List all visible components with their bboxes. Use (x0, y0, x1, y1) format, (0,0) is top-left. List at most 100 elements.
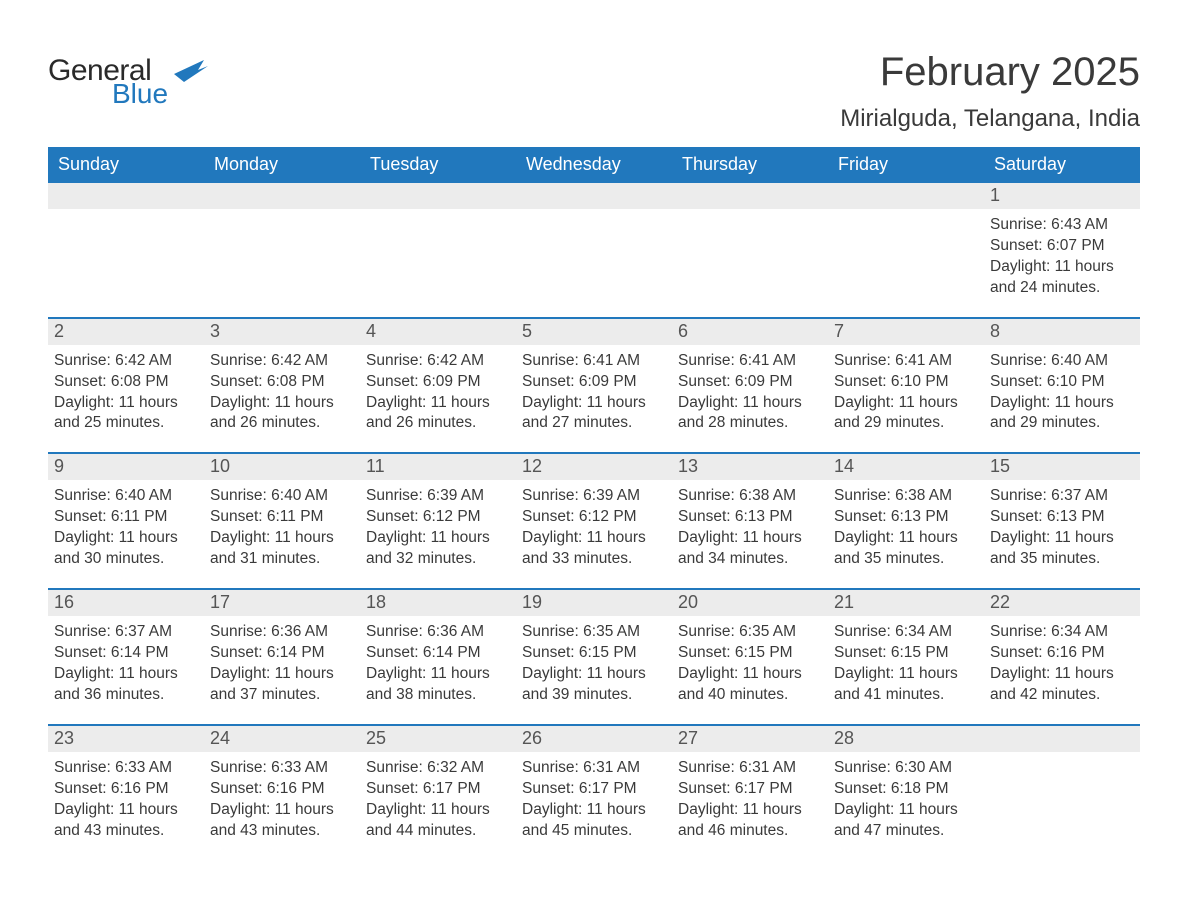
day-body: Sunrise: 6:33 AMSunset: 6:16 PMDaylight:… (54, 758, 198, 842)
daylight-line: Daylight: 11 hours and 47 minutes. (834, 800, 978, 842)
day-body: Sunrise: 6:41 AMSunset: 6:10 PMDaylight:… (834, 351, 978, 435)
day-body: Sunrise: 6:42 AMSunset: 6:08 PMDaylight:… (54, 351, 198, 435)
day-body: Sunrise: 6:34 AMSunset: 6:16 PMDaylight:… (990, 622, 1134, 706)
day-cell: 27Sunrise: 6:31 AMSunset: 6:17 PMDayligh… (672, 726, 828, 842)
day-body: Sunrise: 6:42 AMSunset: 6:08 PMDaylight:… (210, 351, 354, 435)
sunset-line: Sunset: 6:10 PM (834, 372, 978, 393)
sunrise-line: Sunrise: 6:38 AM (678, 486, 822, 507)
day-cell (516, 183, 672, 299)
day-cell: 22Sunrise: 6:34 AMSunset: 6:16 PMDayligh… (984, 590, 1140, 706)
day-cell: 3 Sunrise: 6:42 AMSunset: 6:08 PMDaylight… (204, 319, 360, 435)
day-number: 25 (360, 726, 516, 752)
day-cell: 4Sunrise: 6:42 AMSunset: 6:09 PMDaylight… (360, 319, 516, 435)
month-title: February 2025 (840, 50, 1140, 95)
day-body: Sunrise: 6:41 AMSunset: 6:09 PMDaylight:… (522, 351, 666, 435)
day-cell: 15 Sunrise: 6:37 AMSunset: 6:13 PMDayligh… (984, 454, 1140, 570)
daylight-line: Daylight: 11 hours and 27 minutes. (522, 393, 666, 435)
day-body: Sunrise: 6:31 AMSunset: 6:17 PMDaylight:… (678, 758, 822, 842)
day-number: 17 (204, 590, 360, 616)
sunset-line: Sunset: 6:15 PM (834, 643, 978, 664)
daylight-line: Daylight: 11 hours and 41 minutes. (834, 664, 978, 706)
daylight-line: Daylight: 11 hours and 44 minutes. (366, 800, 510, 842)
sunrise-line: Sunrise: 6:37 AM (54, 622, 198, 643)
sunset-line: Sunset: 6:11 PM (210, 507, 354, 528)
daylight-line: Daylight: 11 hours and 33 minutes. (522, 528, 666, 570)
sunset-line: Sunset: 6:13 PM (990, 507, 1134, 528)
daylight-line: Daylight: 11 hours and 32 minutes. (366, 528, 510, 570)
day-body: Sunrise: 6:43 AMSunset: 6:07 PMDaylight:… (990, 215, 1134, 299)
day-body: Sunrise: 6:34 AMSunset: 6:15 PMDaylight:… (834, 622, 978, 706)
dow-cell: Monday (204, 147, 360, 183)
sunrise-line: Sunrise: 6:33 AM (210, 758, 354, 779)
day-cell: 14Sunrise: 6:38 AMSunset: 6:13 PMDayligh… (828, 454, 984, 570)
sunrise-line: Sunrise: 6:35 AM (678, 622, 822, 643)
day-number: 7 (828, 319, 984, 345)
day-number: 6 (672, 319, 828, 345)
daylight-line: Daylight: 11 hours and 25 minutes. (54, 393, 198, 435)
sunset-line: Sunset: 6:09 PM (366, 372, 510, 393)
dow-cell: Wednesday (516, 147, 672, 183)
day-cell: 2Sunrise: 6:42 AMSunset: 6:08 PMDaylight… (48, 319, 204, 435)
sunrise-line: Sunrise: 6:30 AM (834, 758, 978, 779)
sunrise-line: Sunrise: 6:40 AM (990, 351, 1134, 372)
day-number: 18 (360, 590, 516, 616)
dow-cell: Sunday (48, 147, 204, 183)
sunrise-line: Sunrise: 6:33 AM (54, 758, 198, 779)
day-number: 9 (48, 454, 204, 480)
sunrise-line: Sunrise: 6:40 AM (54, 486, 198, 507)
daylight-line: Daylight: 11 hours and 35 minutes. (990, 528, 1134, 570)
day-body: Sunrise: 6:42 AMSunset: 6:09 PMDaylight:… (366, 351, 510, 435)
day-number: 15 (984, 454, 1140, 480)
daylight-line: Daylight: 11 hours and 43 minutes. (210, 800, 354, 842)
day-cell: 11Sunrise: 6:39 AMSunset: 6:12 PMDayligh… (360, 454, 516, 570)
sunrise-line: Sunrise: 6:38 AM (834, 486, 978, 507)
daylight-line: Daylight: 11 hours and 28 minutes. (678, 393, 822, 435)
sunset-line: Sunset: 6:17 PM (522, 779, 666, 800)
calendar: SundayMondayTuesdayWednesdayThursdayFrid… (48, 147, 1140, 859)
daylight-line: Daylight: 11 hours and 39 minutes. (522, 664, 666, 706)
sunrise-line: Sunrise: 6:40 AM (210, 486, 354, 507)
day-body: Sunrise: 6:38 AMSunset: 6:13 PMDaylight:… (834, 486, 978, 570)
day-cell: 21Sunrise: 6:34 AMSunset: 6:15 PMDayligh… (828, 590, 984, 706)
day-number: 3 (204, 319, 360, 345)
day-cell: 25Sunrise: 6:32 AMSunset: 6:17 PMDayligh… (360, 726, 516, 842)
sunrise-line: Sunrise: 6:34 AM (990, 622, 1134, 643)
day-number: 23 (48, 726, 204, 752)
daylight-line: Daylight: 11 hours and 38 minutes. (366, 664, 510, 706)
day-body: Sunrise: 6:39 AMSunset: 6:12 PMDaylight:… (522, 486, 666, 570)
day-cell (828, 183, 984, 299)
sunset-line: Sunset: 6:16 PM (210, 779, 354, 800)
daylight-line: Daylight: 11 hours and 40 minutes. (678, 664, 822, 706)
day-number: 10 (204, 454, 360, 480)
day-number (672, 183, 828, 209)
flag-icon (174, 60, 208, 82)
day-cell: 1Sunrise: 6:43 AMSunset: 6:07 PMDaylight… (984, 183, 1140, 299)
sunset-line: Sunset: 6:07 PM (990, 236, 1134, 257)
day-cell: 17Sunrise: 6:36 AMSunset: 6:14 PMDayligh… (204, 590, 360, 706)
sunset-line: Sunset: 6:14 PM (54, 643, 198, 664)
sunset-line: Sunset: 6:18 PM (834, 779, 978, 800)
day-cell: 5Sunrise: 6:41 AMSunset: 6:09 PMDaylight… (516, 319, 672, 435)
day-number (516, 183, 672, 209)
sunset-line: Sunset: 6:16 PM (990, 643, 1134, 664)
daylight-line: Daylight: 11 hours and 36 minutes. (54, 664, 198, 706)
sunrise-line: Sunrise: 6:37 AM (990, 486, 1134, 507)
day-cell (672, 183, 828, 299)
dow-cell: Friday (828, 147, 984, 183)
sunrise-line: Sunrise: 6:34 AM (834, 622, 978, 643)
day-number: 12 (516, 454, 672, 480)
day-number (48, 183, 204, 209)
daylight-line: Daylight: 11 hours and 26 minutes. (210, 393, 354, 435)
sunset-line: Sunset: 6:15 PM (678, 643, 822, 664)
daylight-line: Daylight: 11 hours and 29 minutes. (990, 393, 1134, 435)
day-body: Sunrise: 6:37 AMSunset: 6:14 PMDaylight:… (54, 622, 198, 706)
daylight-line: Daylight: 11 hours and 31 minutes. (210, 528, 354, 570)
daylight-line: Daylight: 11 hours and 34 minutes. (678, 528, 822, 570)
day-body: Sunrise: 6:33 AMSunset: 6:16 PMDaylight:… (210, 758, 354, 842)
day-number: 16 (48, 590, 204, 616)
week-row: 2Sunrise: 6:42 AMSunset: 6:08 PMDaylight… (48, 317, 1140, 453)
sunset-line: Sunset: 6:13 PM (678, 507, 822, 528)
day-number (360, 183, 516, 209)
sunset-line: Sunset: 6:10 PM (990, 372, 1134, 393)
sunrise-line: Sunrise: 6:31 AM (522, 758, 666, 779)
